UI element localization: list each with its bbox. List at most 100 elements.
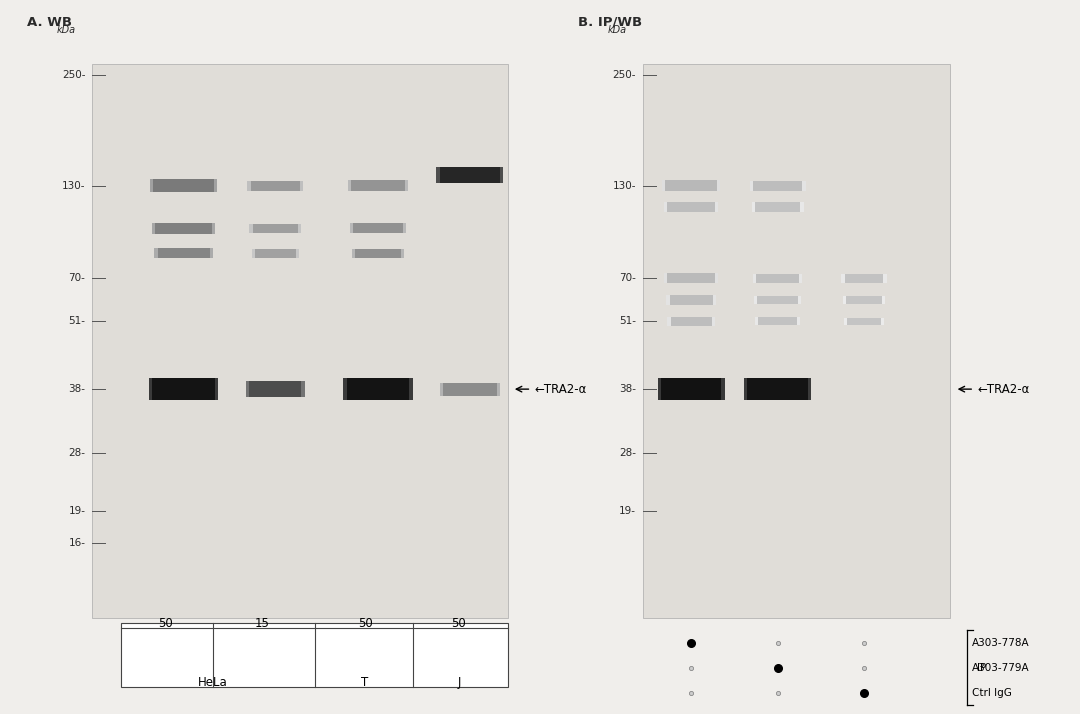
Bar: [669, 296, 714, 304]
Text: 38-: 38-: [619, 384, 636, 394]
Bar: [252, 249, 255, 258]
Bar: [497, 383, 500, 396]
Bar: [157, 248, 211, 258]
Text: 70-: 70-: [68, 273, 85, 283]
Bar: [436, 167, 440, 183]
Bar: [151, 223, 156, 234]
Bar: [150, 179, 153, 192]
Bar: [247, 181, 251, 191]
Text: 15: 15: [255, 617, 270, 630]
Text: 51-: 51-: [68, 316, 85, 326]
Text: 130-: 130-: [612, 181, 636, 191]
Bar: [442, 383, 498, 396]
Text: 50: 50: [451, 617, 467, 630]
Bar: [802, 181, 806, 191]
Bar: [121, 623, 508, 687]
Text: ←TRA2-α: ←TRA2-α: [977, 383, 1029, 396]
Bar: [212, 223, 216, 234]
Text: T: T: [362, 676, 368, 690]
Bar: [658, 378, 661, 400]
Bar: [664, 273, 667, 283]
Bar: [405, 180, 408, 191]
Bar: [350, 180, 406, 191]
Bar: [845, 318, 848, 325]
Bar: [298, 223, 301, 233]
Text: IP: IP: [977, 663, 987, 673]
Bar: [843, 274, 885, 283]
Bar: [843, 296, 847, 304]
Bar: [717, 180, 720, 191]
Text: 38-: 38-: [68, 384, 85, 394]
Bar: [301, 381, 305, 397]
Bar: [214, 179, 217, 192]
Text: B. IP/WB: B. IP/WB: [578, 16, 642, 29]
Bar: [744, 378, 747, 400]
Bar: [800, 203, 804, 211]
Text: A303-779A: A303-779A: [972, 663, 1029, 673]
Text: J: J: [457, 676, 461, 690]
Text: 70-: 70-: [619, 273, 636, 283]
Text: 50: 50: [357, 617, 373, 630]
Bar: [754, 296, 757, 304]
Bar: [798, 296, 801, 304]
Bar: [756, 296, 799, 304]
Bar: [254, 249, 297, 258]
Bar: [249, 223, 253, 233]
Bar: [249, 181, 301, 191]
Text: 28-: 28-: [619, 448, 636, 458]
Bar: [754, 203, 801, 211]
Bar: [750, 181, 753, 191]
Text: ←TRA2-α: ←TRA2-α: [535, 383, 586, 396]
Text: HeLa: HeLa: [198, 676, 228, 690]
Bar: [210, 248, 213, 258]
Text: Ctrl IgG: Ctrl IgG: [972, 688, 1012, 698]
Bar: [346, 378, 410, 400]
Bar: [666, 296, 670, 304]
Bar: [667, 317, 671, 326]
Bar: [746, 378, 809, 400]
Text: A. WB: A. WB: [27, 16, 72, 29]
Text: 28-: 28-: [68, 448, 85, 458]
Bar: [721, 378, 725, 400]
Bar: [215, 378, 218, 400]
Text: 19-: 19-: [619, 506, 636, 516]
Bar: [409, 378, 413, 400]
Bar: [352, 248, 355, 258]
Bar: [664, 202, 667, 212]
Bar: [841, 274, 845, 283]
Bar: [847, 318, 882, 325]
Bar: [752, 203, 755, 211]
Text: kDa: kDa: [608, 25, 627, 35]
Bar: [296, 249, 299, 258]
Bar: [154, 223, 214, 234]
Bar: [92, 64, 508, 618]
Bar: [643, 64, 950, 618]
Bar: [246, 381, 249, 397]
Bar: [715, 273, 718, 283]
Bar: [348, 180, 351, 191]
Text: 51-: 51-: [619, 316, 636, 326]
Text: A303-778A: A303-778A: [972, 638, 1029, 648]
Bar: [797, 317, 800, 325]
Bar: [350, 223, 353, 233]
Text: 50: 50: [158, 617, 173, 630]
Bar: [882, 296, 886, 304]
Text: 19-: 19-: [68, 506, 85, 516]
Bar: [846, 296, 883, 304]
Bar: [808, 378, 811, 400]
Text: kDa: kDa: [56, 25, 76, 35]
Bar: [440, 383, 443, 396]
Text: 130-: 130-: [62, 181, 85, 191]
Bar: [154, 248, 158, 258]
Bar: [666, 202, 716, 212]
Bar: [248, 381, 302, 397]
Bar: [152, 179, 215, 192]
Bar: [755, 317, 758, 325]
Bar: [660, 378, 723, 400]
Bar: [757, 317, 798, 325]
Bar: [300, 181, 303, 191]
Bar: [883, 274, 887, 283]
Bar: [151, 378, 216, 400]
Bar: [343, 378, 347, 400]
Bar: [670, 317, 713, 326]
